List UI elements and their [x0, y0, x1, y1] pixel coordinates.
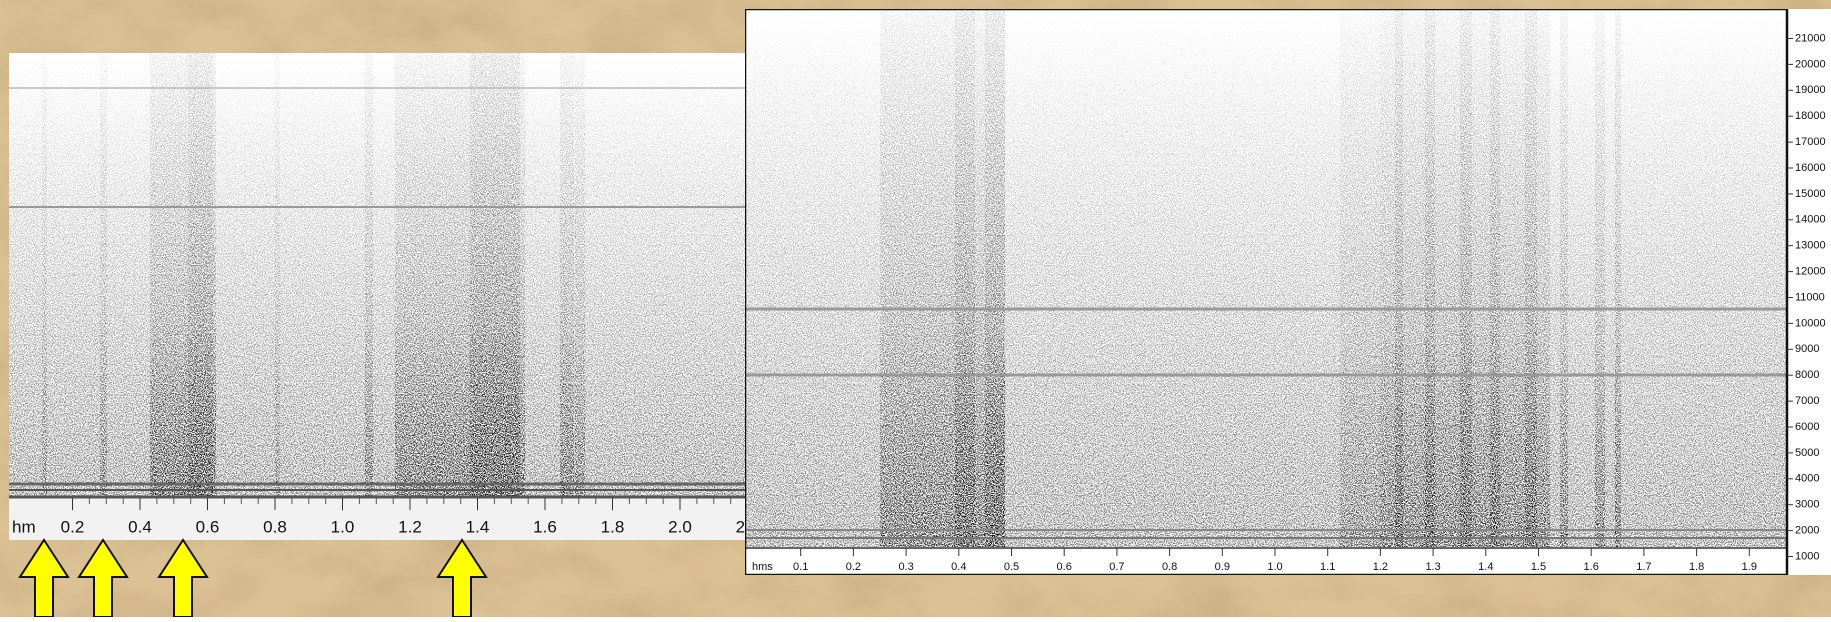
- sound-band: [1340, 9, 1380, 547]
- sound-band: [1525, 9, 1537, 547]
- time-tick-label: 1.4: [1478, 561, 1493, 573]
- sound-band: [470, 53, 520, 496]
- frequency-tick-label: 3000: [1795, 499, 1819, 511]
- time-axis-label: hms: [752, 561, 773, 573]
- time-tick-label: 1.8: [1689, 561, 1704, 573]
- time-tick-label: 1.9: [1742, 561, 1757, 573]
- time-tick-label: 1.6: [533, 517, 557, 536]
- time-tick-label: 1.4: [466, 517, 490, 536]
- sound-band: [1595, 9, 1605, 547]
- frequency-tick-label: 17000: [1795, 136, 1826, 148]
- noise: [9, 53, 745, 496]
- time-tick-label: 1.0: [331, 517, 355, 536]
- frequency-tick-label: 4000: [1795, 473, 1819, 485]
- time-tick-label: 0.3: [898, 561, 913, 573]
- left-spectrogram: hm 0.2 0.4 0.6 0.8 1.0 1.2 1.4 1.6 1.8 2.0 2.2: [9, 53, 760, 540]
- sound-band: [985, 9, 1005, 547]
- time-tick-label: 0.1: [793, 561, 808, 573]
- frequency-tick-label: 1000: [1795, 550, 1819, 562]
- sound-band: [880, 9, 1005, 547]
- frequency-tick-label: 14000: [1795, 214, 1826, 226]
- time-tick-label: 0.6: [196, 517, 220, 536]
- sound-band: [955, 9, 975, 547]
- frequency-tick-label: 10000: [1795, 317, 1826, 329]
- frequency-tick-label: 12000: [1795, 266, 1826, 278]
- sound-band: [1395, 9, 1403, 547]
- panel-border: [745, 9, 1789, 575]
- time-tick-label: 1.0: [1267, 561, 1282, 573]
- frequency-tick-label: 11000: [1795, 291, 1825, 303]
- time-tick-label: 0.4: [951, 561, 966, 573]
- time-tick-label: 0.5: [1004, 561, 1019, 573]
- time-tick-label: 0.4: [128, 517, 152, 536]
- time-axis: [9, 496, 745, 540]
- frequency-tick-label: 7000: [1795, 395, 1819, 407]
- arrows: [18, 538, 488, 618]
- sound-band: [575, 53, 585, 496]
- time-tick-label: 0.8: [1162, 561, 1177, 573]
- right-spectrogram: hms 0.1 0.2 0.3 0.4 0.5 0.6 0.7 0.8 0.9 1.0 1.1 1.2 1…: [745, 9, 1831, 575]
- frequency-tick-label: 8000: [1795, 369, 1819, 381]
- sound-band: [1460, 9, 1472, 547]
- time-tick-label: 1.2: [398, 517, 422, 536]
- sound-band: [1490, 9, 1500, 547]
- sound-band: [1425, 9, 1435, 547]
- time-tick-label: 1.3: [1425, 561, 1440, 573]
- frequency-tick-label: 2000: [1795, 525, 1819, 537]
- time-tick-label: 0.7: [1109, 561, 1124, 573]
- time-tick-label: 1.2: [1373, 561, 1388, 573]
- frequency-tick-label: 16000: [1795, 162, 1826, 174]
- time-tick-label: 0.9: [1215, 561, 1230, 573]
- time-tick-label: 2.0: [668, 517, 692, 536]
- frequency-tick-label: 9000: [1795, 343, 1819, 355]
- frequency-tick-label: 5000: [1795, 447, 1819, 459]
- time-axis-label: hm: [12, 517, 36, 536]
- time-tick-label: 1.5: [1531, 561, 1546, 573]
- time-tick-label: 0.6: [1057, 561, 1072, 573]
- time-tick-label: 1.1: [1320, 561, 1335, 573]
- time-tick-label: 0.2: [61, 517, 85, 536]
- sound-band: [1560, 9, 1568, 547]
- sound-band: [560, 53, 574, 496]
- sound-band: [1615, 9, 1621, 547]
- sound-band: [275, 53, 280, 496]
- frequency-axis: [1787, 9, 1831, 575]
- frequency-tick-label: 18000: [1795, 110, 1826, 122]
- time-tick-label: 1.7: [1636, 561, 1651, 573]
- time-tick-label: 1.6: [1584, 561, 1599, 573]
- sound-band: [365, 53, 373, 496]
- frequency-tick-label: 21000: [1795, 32, 1826, 44]
- frequency-tick-label: 19000: [1795, 84, 1826, 96]
- time-tick-label: 0.2: [846, 561, 861, 573]
- time-tick-label: 1.8: [601, 517, 625, 536]
- frequency-tick-label: 6000: [1795, 421, 1819, 433]
- frequency-tick-label: 20000: [1795, 58, 1826, 70]
- time-tick-label: 0.8: [263, 517, 287, 536]
- frequency-tick-label: 15000: [1795, 188, 1826, 200]
- time-tick-label: 2.2: [736, 517, 760, 536]
- frequency-tick-label: 13000: [1795, 240, 1826, 252]
- sound-band: [100, 53, 107, 496]
- sound-band: [42, 53, 47, 496]
- sound-band: [188, 53, 213, 496]
